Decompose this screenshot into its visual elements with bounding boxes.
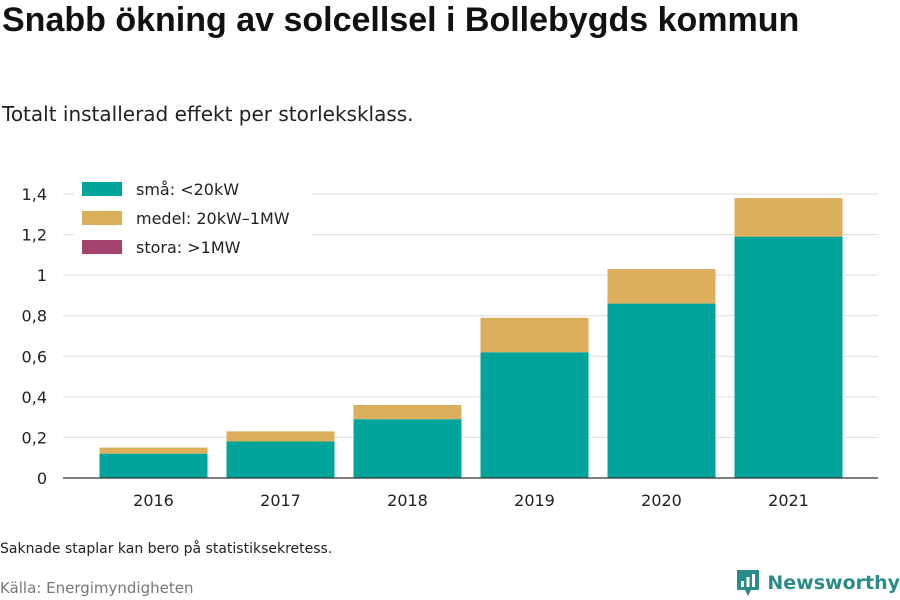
y-tick-label: 1,4 — [22, 185, 47, 204]
bar-segment — [99, 447, 208, 454]
bar-layer — [99, 198, 843, 478]
newsworthy-logo-icon — [737, 570, 760, 596]
legend-swatch — [82, 240, 122, 254]
y-tick-label: 0,8 — [22, 307, 47, 326]
bar-segment — [99, 453, 208, 478]
stacked-bar-chart: 0 0,2 0,4 0,6 0,8 1 1,2 1,4 2016 2017 2018 2019 2020… — [22, 174, 878, 510]
chart-title: Snabb ökning av solcellsel i Bollebygds … — [2, 1, 800, 39]
y-tick-label: 0,6 — [22, 347, 47, 366]
brand-name: Newsworthy — [767, 572, 900, 594]
bar-segment — [480, 317, 589, 353]
bar-segment — [226, 431, 335, 442]
legend-label: stora: >1MW — [136, 238, 241, 257]
axis-layer: 0 0,2 0,4 0,6 0,8 1 1,2 1,4 2016 2017 2018 2019 2020… — [22, 185, 878, 510]
footnote: Saknade staplar kan bero på statistiksek… — [0, 541, 333, 557]
x-tick-label: 2016 — [133, 491, 174, 510]
x-tick-label: 2018 — [387, 491, 428, 510]
legend-label: medel: 20kW–1MW — [136, 209, 290, 228]
x-tick-label: 2019 — [514, 491, 555, 510]
bar-segment — [734, 198, 843, 237]
y-tick-label: 0 — [37, 469, 47, 488]
source-text: Källa: Energimyndigheten — [0, 579, 194, 597]
bar-segment — [607, 303, 716, 478]
bar-segment — [480, 352, 589, 478]
chart-subtitle: Totalt installerad effekt per storlekskl… — [2, 102, 414, 126]
bar-segment — [353, 404, 462, 420]
y-tick-label: 0,2 — [22, 428, 47, 447]
x-tick-label: 2017 — [260, 491, 301, 510]
legend: små: <20kW medel: 20kW–1MW stora: >1MW — [74, 174, 312, 264]
bar-segment — [607, 269, 716, 304]
y-tick-label: 1 — [37, 266, 47, 285]
x-tick-label: 2020 — [641, 491, 682, 510]
bar-segment — [353, 419, 462, 478]
bar-segment — [226, 441, 335, 478]
legend-swatch — [82, 182, 122, 196]
y-tick-label: 0,4 — [22, 388, 47, 407]
x-tick-label: 2021 — [768, 491, 809, 510]
brand-logo[interactable]: Newsworthy — [735, 568, 900, 598]
legend-swatch — [82, 211, 122, 225]
y-tick-label: 1,2 — [22, 226, 47, 245]
bar-segment — [734, 236, 843, 478]
legend-label: små: <20kW — [136, 180, 239, 199]
